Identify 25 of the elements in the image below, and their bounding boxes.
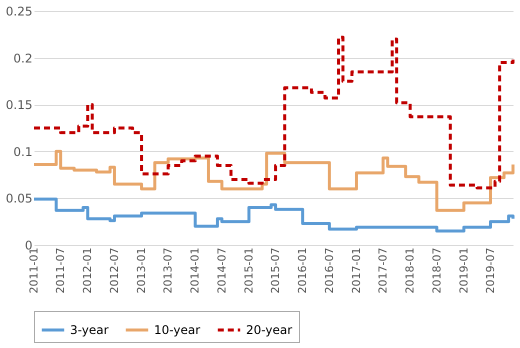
y-tick-label: 0.25 <box>6 4 32 18</box>
x-tick-label: 2015-07 <box>269 248 282 294</box>
x-tick-label: 2013-07 <box>162 248 175 294</box>
legend-label: 20-year <box>246 323 292 337</box>
x-tick-label: 2014-07 <box>215 248 228 294</box>
y-tick-label: 0.1 <box>13 144 32 159</box>
legend-label: 10-year <box>154 323 200 337</box>
x-tick-label: 2018-07 <box>430 248 444 294</box>
x-tick-label: 2012-07 <box>108 248 121 294</box>
x-tick-label: 2016-07 <box>322 248 336 294</box>
x-tick-label: 2014-01 <box>188 248 202 294</box>
x-tick-label: 2011-07 <box>54 248 68 294</box>
x-tick-label: 2019-01 <box>457 248 470 294</box>
x-tick-label: 2016-01 <box>296 248 310 294</box>
y-tick-label: 0.15 <box>6 98 32 112</box>
y-tick-label: 0.05 <box>6 192 32 206</box>
x-tick-label: 2017-07 <box>376 248 390 294</box>
x-tick-label: 2013-01 <box>135 248 148 294</box>
x-tick-label: 2015-01 <box>242 248 256 294</box>
y-tick-label: 0.2 <box>13 51 32 66</box>
legend-label: 3-year <box>70 323 109 337</box>
x-tick-label: 2018-01 <box>404 248 417 294</box>
x-tick-label: 2019-07 <box>484 248 497 294</box>
x-tick-label: 2012-01 <box>81 248 94 294</box>
x-tick-label: 2017-01 <box>350 248 363 294</box>
